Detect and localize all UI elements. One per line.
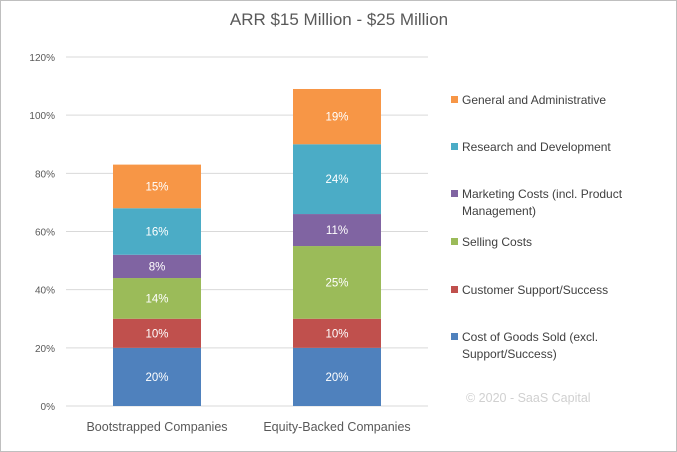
legend-label: Selling Costs: [462, 235, 532, 249]
bar-segment: [113, 318, 201, 348]
legend-swatch: [451, 143, 458, 150]
data-label: 10%: [325, 328, 348, 340]
legend-swatch: [451, 96, 458, 103]
legend-swatch: [451, 333, 458, 340]
bar-segment: [293, 88, 381, 145]
data-label: 16%: [145, 227, 168, 239]
data-label: 8%: [149, 261, 166, 273]
bar-segment: [293, 347, 381, 406]
data-label: 14%: [145, 293, 168, 305]
data-label: 19%: [325, 112, 348, 124]
legend-label: Customer Support/Success: [462, 283, 608, 297]
legend-label: Cost of Goods Sold (excl.: [462, 330, 598, 344]
data-label: 24%: [325, 174, 348, 186]
data-label: 15%: [145, 181, 168, 193]
x-category-label: Equity-Backed Companies: [263, 420, 410, 434]
bar-segment: [113, 208, 201, 255]
legend-item: Marketing Costs (incl. Product Management…: [451, 187, 623, 218]
legend-swatch: [451, 286, 458, 293]
y-tick-label: 60%: [35, 228, 55, 239]
chart-title: ARR $15 Million - $25 Million: [230, 10, 448, 29]
bar-segment: [293, 144, 381, 215]
watermark: © 2020 - SaaS Capital: [466, 391, 591, 405]
bar-segment: [293, 318, 381, 348]
y-tick-label: 80%: [35, 169, 55, 180]
legend-item: Cost of Goods Sold (excl. Support/Success…: [451, 330, 598, 361]
bar-segment: [113, 254, 201, 279]
legend-label: Management): [462, 204, 536, 218]
legend-swatch: [451, 238, 458, 245]
legend-item: General and Administrative: [451, 93, 606, 107]
legend-label: Support/Success): [462, 347, 557, 361]
data-label: 11%: [326, 225, 348, 237]
data-label: 20%: [145, 372, 168, 384]
legend-label: General and Administrative: [462, 93, 606, 107]
bar-segment: [293, 214, 381, 247]
bar-segment: [293, 246, 381, 319]
legend-swatch: [451, 190, 458, 197]
bar-segment: [113, 347, 201, 406]
data-label: 25%: [325, 277, 348, 289]
legend-item: Research and Development: [451, 140, 611, 154]
data-label: 10%: [145, 328, 168, 340]
legend-label: Research and Development: [462, 140, 611, 154]
bar-segment: [113, 164, 201, 209]
x-category-label: Bootstrapped Companies: [86, 420, 227, 434]
data-label: 20%: [325, 372, 348, 384]
legend-label: Marketing Costs (incl. Product: [462, 187, 623, 201]
y-tick-label: 0%: [41, 402, 56, 413]
y-tick-label: 40%: [35, 286, 55, 297]
bar-segment: [113, 278, 201, 319]
y-tick-label: 100%: [29, 111, 55, 122]
legend-item: Customer Support/Success: [451, 283, 608, 297]
y-tick-label: 20%: [35, 344, 55, 355]
legend-item: Selling Costs: [451, 235, 532, 249]
y-tick-label: 120%: [29, 53, 55, 64]
